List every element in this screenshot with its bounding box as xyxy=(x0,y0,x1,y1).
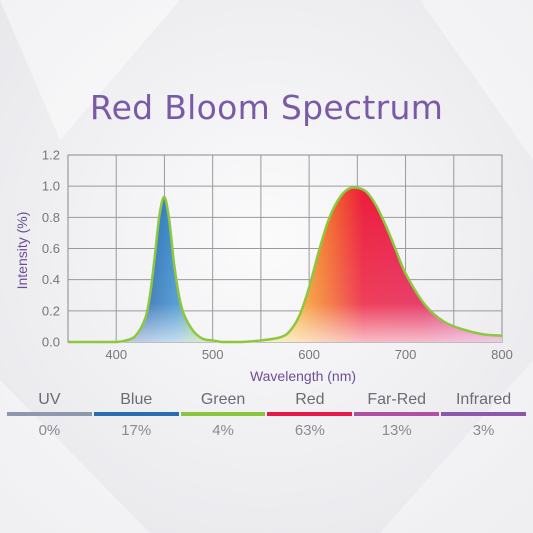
grid-lines xyxy=(67,154,503,343)
band-green: Green 4% xyxy=(180,390,267,439)
band-color-bar xyxy=(441,412,526,416)
band-color-bar xyxy=(93,412,179,416)
y-tick-label: 1.2 xyxy=(42,148,60,163)
y-tick-label: 0.6 xyxy=(42,241,60,256)
band-color-bar xyxy=(267,412,353,416)
x-tick-label: 700 xyxy=(395,347,417,362)
band-blue: Blue 17% xyxy=(93,390,180,439)
x-tick-label: 800 xyxy=(491,347,513,362)
band-name: Infrared xyxy=(455,391,512,408)
x-tick-label: 500 xyxy=(202,347,224,362)
band-percent: 3% xyxy=(472,422,495,439)
spectrum-line xyxy=(67,186,503,344)
x-tick-label: 600 xyxy=(298,347,320,362)
band-color-bar xyxy=(354,412,440,416)
band-name: Red xyxy=(295,391,325,408)
y-tick-label: 0.0 xyxy=(42,335,60,350)
band-percent: 4% xyxy=(212,422,234,439)
y-tick-label: 0.4 xyxy=(42,272,60,287)
y-axis-label: Intensity (%) xyxy=(14,212,30,290)
y-tick-label: 0.8 xyxy=(42,210,60,225)
band-color-bar xyxy=(180,412,266,416)
y-tick-label: 1.0 xyxy=(42,179,60,194)
band-name: UV xyxy=(38,391,61,408)
band-legend: UV 0% Blue 17% Green 4% Red 63% Far-Red 13% Infrar… xyxy=(6,390,527,439)
band-color-bar xyxy=(7,412,92,416)
band-name: Far-Red xyxy=(367,391,427,408)
y-tick-label: 0.2 xyxy=(42,303,60,318)
band-name: Blue xyxy=(120,391,153,408)
band-farred: Far-Red 13% xyxy=(353,390,440,439)
band-red: Red 63% xyxy=(266,390,353,439)
chart-title: Red Bloom Spectrum xyxy=(89,88,444,127)
band-percent: 0% xyxy=(38,422,61,439)
band-name: Green xyxy=(200,391,246,408)
band-percent: 17% xyxy=(121,422,152,439)
band-percent: 63% xyxy=(294,422,325,439)
band-uv: UV 0% xyxy=(6,390,93,439)
band-percent: 13% xyxy=(381,422,412,439)
spectrum-area-layer xyxy=(67,186,503,344)
x-axis-label: Wavelength (nm) xyxy=(250,368,356,384)
band-infrared: Infrared 3% xyxy=(440,390,527,439)
x-tick-label: 400 xyxy=(105,347,127,362)
spectrum-area-shading xyxy=(68,187,502,342)
